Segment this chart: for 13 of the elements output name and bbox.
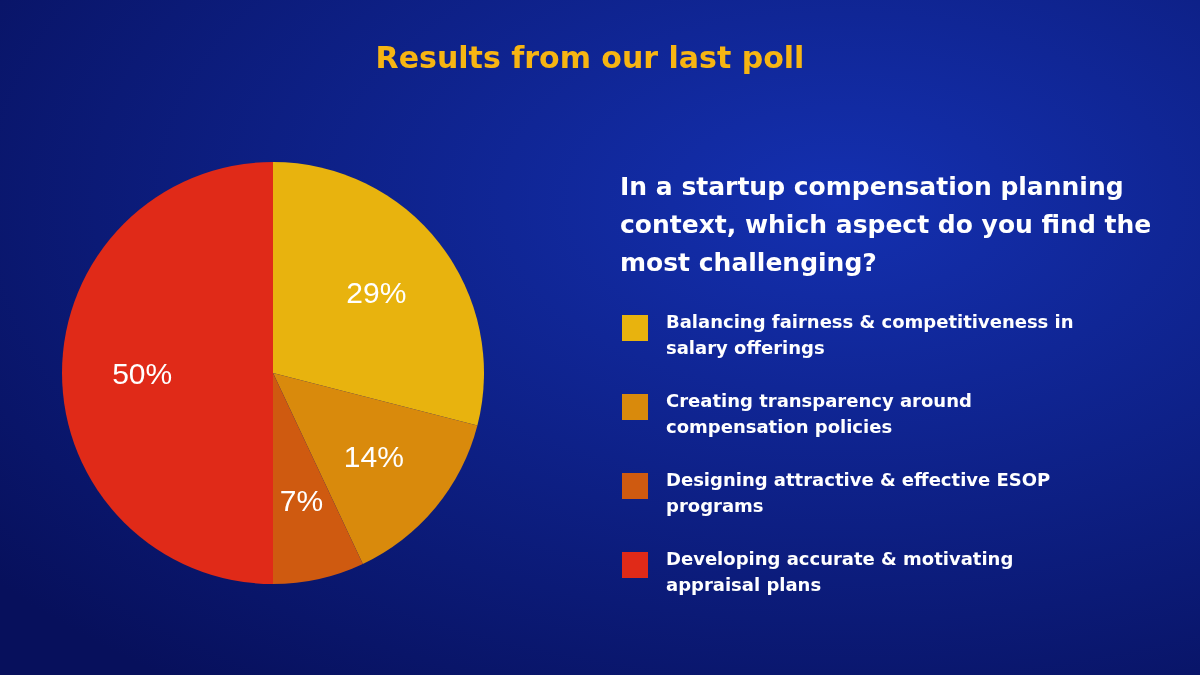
pie-slice [273, 373, 478, 564]
data-label: 14% [343, 439, 404, 473]
legend-label: Balancing fairness & competitiveness in salary offerings [666, 311, 1074, 358]
chart-title: Results from our last poll [375, 40, 805, 75]
data-label: 50% [112, 356, 173, 390]
legend-label: Creating transparency around compensation policies [666, 390, 972, 437]
legend-label: Designing attractive & effective ESOP programs [666, 469, 1051, 516]
data-label: 29% [346, 276, 407, 310]
data-label: 7% [279, 484, 324, 518]
pie-slice [273, 162, 484, 426]
legend-label: Developing accurate & motivating appraisal plans [666, 548, 1014, 595]
text: In a startup compensation planning context, which aspect do you find the most challenging? [620, 172, 1152, 277]
pie-slice [62, 162, 273, 584]
